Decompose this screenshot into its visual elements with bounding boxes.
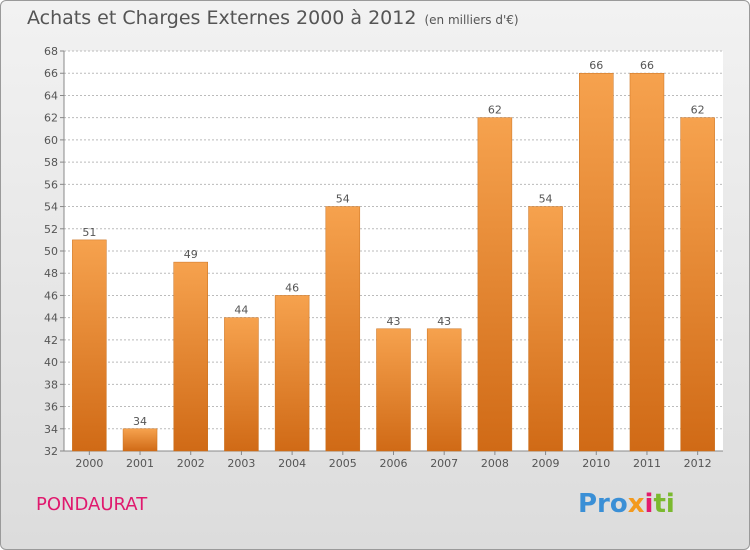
bar-2010 [579,72,614,452]
data-label-2006: 43 [387,315,401,328]
y-tick-label: 44 [44,312,58,325]
y-tick-label: 60 [44,134,58,147]
y-tick-label: 36 [44,401,58,414]
title-unit: (en milliers d'€) [424,13,519,27]
x-tick-label-2003: 2003 [227,457,255,470]
y-tick-label: 64 [44,89,58,102]
bar-2002 [173,261,208,452]
bar-2012 [680,117,715,452]
bar-2003 [224,317,259,452]
data-label-2008: 62 [488,104,502,117]
y-tick-label: 42 [44,334,58,347]
bar-2007 [426,328,462,452]
logo-part-3: i [644,489,654,519]
x-tick-label-2007: 2007 [430,457,458,470]
bar-2005 [325,206,361,452]
y-tick-label: 50 [44,245,58,258]
logo-part-4: ti [653,489,675,519]
data-label-2002: 49 [184,248,198,261]
y-tick-label: 32 [44,445,58,458]
data-label-2010: 66 [589,59,603,72]
proxiti-logo: Proxiti [578,489,675,519]
x-tick-label-2004: 2004 [278,457,306,470]
chart-title: Achats et Charges Externes 2000 à 2012 (e… [27,7,519,29]
bar-2009 [528,206,563,452]
y-tick-label: 54 [44,201,58,214]
data-label-2009: 54 [539,193,553,206]
bar-2006 [376,328,411,452]
x-tick-label-2011: 2011 [633,457,661,470]
town-name: PONDAURAT [36,494,148,515]
logo-part-1: Pro [578,489,628,519]
bar-2000 [72,239,107,452]
data-label-2007: 43 [437,315,451,328]
bar-2008 [477,117,513,452]
x-tick-label-2002: 2002 [177,457,205,470]
y-tick-label: 52 [44,223,58,236]
y-tick-label: 48 [44,267,58,280]
data-label-2001: 34 [133,415,147,428]
data-label-2004: 46 [285,281,299,294]
x-tick-label-2008: 2008 [481,457,509,470]
title-text: Achats et Charges Externes 2000 à 2012 [27,7,417,29]
y-tick-label: 56 [44,178,58,191]
y-tick-label: 62 [44,112,58,125]
y-tick-label: 58 [44,156,58,169]
x-tick-label-2010: 2010 [582,457,610,470]
data-label-2003: 44 [234,304,248,317]
y-tick-label: 46 [44,289,58,302]
bar-2001 [122,428,158,452]
y-tick-label: 40 [44,356,58,369]
x-tick-label-2012: 2012 [684,457,712,470]
logo-part-2: x [627,489,645,519]
data-label-2000: 51 [82,226,96,239]
data-label-2012: 62 [691,104,705,117]
x-tick-label-2006: 2006 [380,457,408,470]
y-tick-label: 34 [44,423,58,436]
data-label-2005: 54 [336,193,350,206]
y-tick-label: 38 [44,378,58,391]
data-label-2011: 66 [640,59,654,72]
x-tick-label-2001: 2001 [126,457,154,470]
bar-2004 [274,295,310,452]
x-tick-label-2000: 2000 [75,457,103,470]
y-tick-label: 68 [44,45,58,58]
bar-2011 [629,72,665,452]
x-tick-label-2005: 2005 [329,457,357,470]
x-tick-label-2009: 2009 [532,457,560,470]
y-tick-label: 66 [44,67,58,80]
